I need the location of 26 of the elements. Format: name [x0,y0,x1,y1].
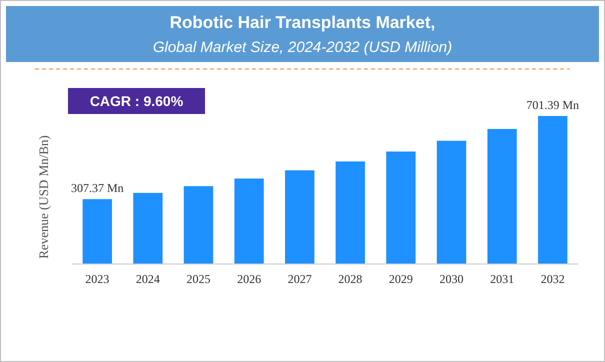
data-label: 701.39 Mn [526,98,580,112]
bar [538,116,568,264]
bar [386,152,416,264]
x-tick-label: 2023 [85,272,110,286]
x-tick-label: 2025 [186,272,210,286]
bar [184,186,214,264]
x-tick-label: 2032 [540,272,565,286]
bar [133,192,163,264]
chart-subtitle: Global Market Size, 2024-2032 (USD Million) [152,39,452,56]
bar [336,161,365,264]
x-tick-label: 2031 [490,272,514,286]
bar [487,128,517,264]
data-label: 307.37 Mn [70,181,124,196]
x-tick-label: 2026 [237,272,262,286]
y-axis-title: Revenue (USD Mn/Bn) [36,135,51,259]
bar [82,199,112,264]
bar [285,170,314,264]
text: CAGR : 9.60% [90,93,184,109]
bar [234,178,264,264]
x-tick-label: 2029 [388,272,413,286]
chart-title: Robotic Hair Transplants Market, [170,13,436,32]
x-tick-label: 2027 [288,272,312,286]
x-tick-label: 2030 [440,272,464,286]
x-tick-label: 2028 [338,272,362,286]
bar [436,140,466,264]
x-tick-label: 2024 [136,272,160,286]
